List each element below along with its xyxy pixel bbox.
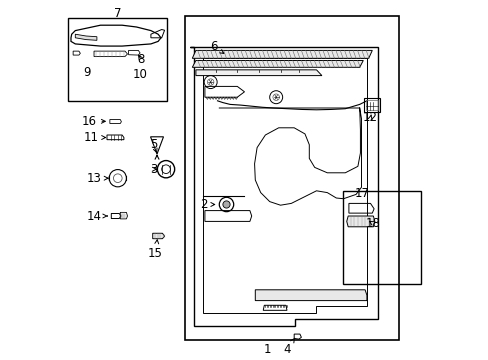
Text: 7: 7 [114,7,122,20]
Text: 10: 10 [132,68,147,81]
Text: 15: 15 [148,240,163,260]
Bar [365,100,377,110]
Bar [68,18,167,101]
Text: 17: 17 [354,187,369,200]
Text: 9: 9 [83,66,91,79]
Polygon shape [75,34,97,40]
Bar [363,98,379,112]
Text: 11: 11 [84,131,105,144]
Text: 2: 2 [200,198,214,211]
Bar [185,16,399,340]
Text: 4: 4 [283,338,294,356]
Text: 3: 3 [149,163,157,176]
Text: 12: 12 [362,111,377,124]
Text: 18: 18 [365,217,379,230]
Polygon shape [192,50,371,58]
Text: 5: 5 [149,138,157,153]
Text: 14: 14 [86,210,107,222]
Polygon shape [255,290,366,301]
Text: 16: 16 [81,115,105,128]
Polygon shape [192,60,363,67]
Text: 6: 6 [210,40,224,53]
Text: 13: 13 [86,172,108,185]
Bar [343,191,420,284]
Circle shape [223,201,230,208]
Polygon shape [346,216,374,227]
Text: 8: 8 [137,53,144,66]
Polygon shape [196,70,321,76]
Text: 1: 1 [264,343,271,356]
